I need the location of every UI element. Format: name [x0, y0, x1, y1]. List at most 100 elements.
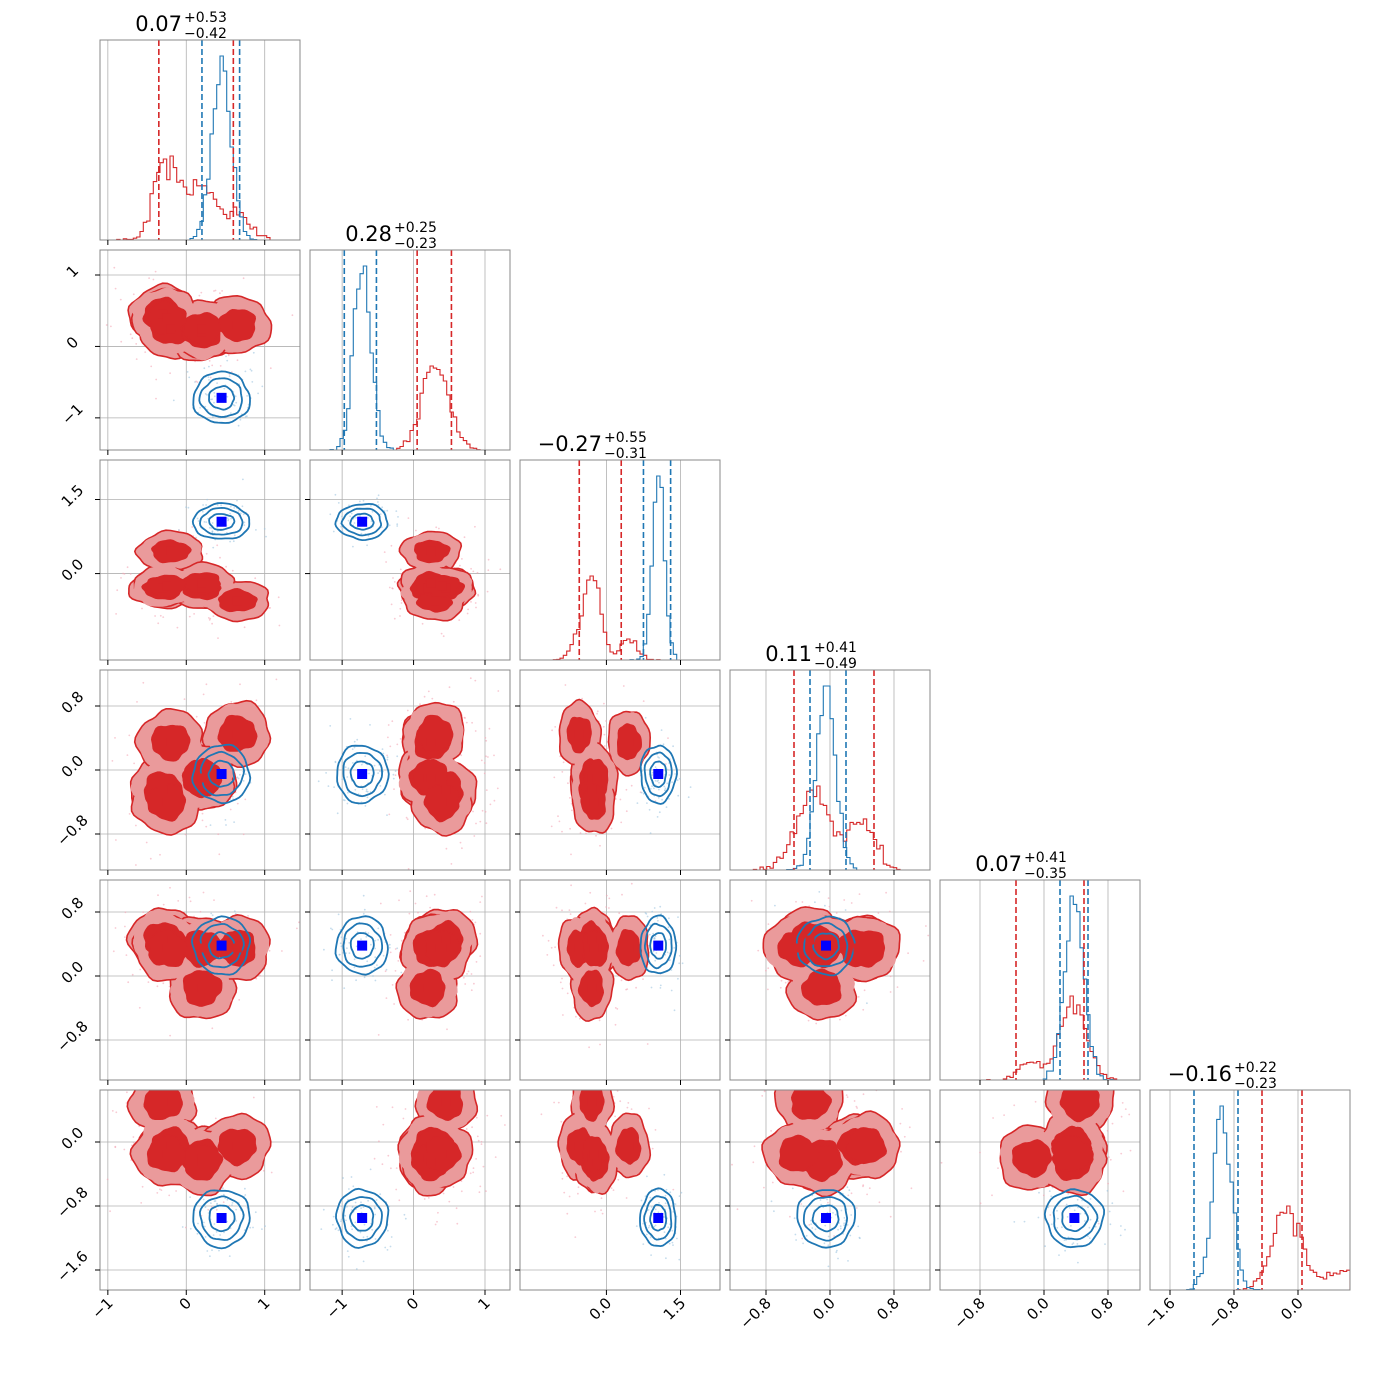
mode-marker-red: [197, 583, 207, 593]
blue-contours: [639, 744, 678, 805]
panel-5-5: −0.16 +0.22−0.23 −1.6 −0.8 0.0: [1140, 1060, 1351, 1333]
mode-marker-blue: [216, 940, 227, 951]
mode-marker-blue: [1069, 1213, 1080, 1223]
mode-marker-red: [817, 1157, 827, 1167]
blue-contours: [191, 502, 251, 540]
mode-marker-blue: [216, 769, 227, 779]
panel-4-3: [725, 879, 931, 1085]
blue-contours: [336, 744, 390, 805]
mode-marker-red: [232, 729, 242, 739]
mode-marker-red: [158, 785, 168, 795]
panel-3-1: [305, 669, 511, 875]
mode-marker-red: [793, 943, 803, 953]
mode-marker-red: [426, 1157, 436, 1167]
panel-title-plus: +0.41: [1024, 850, 1067, 866]
mode-marker-red: [423, 583, 433, 593]
x-tick-label: 0: [176, 1294, 195, 1313]
y-tick-label: 0.8: [58, 688, 88, 718]
panel-3-2: [515, 669, 721, 875]
panel-frame: [939, 1089, 1141, 1291]
x-tick-label: −1.6: [1140, 1294, 1178, 1332]
panel-2-2: −0.27 +0.55−0.31: [519, 430, 721, 665]
histogram-red: [1150, 1205, 1350, 1290]
mode-marker-red: [166, 546, 176, 556]
panel-5-2: 0.0 1.5: [515, 1089, 721, 1324]
mode-marker-red: [426, 943, 436, 953]
blue-contours: [335, 1187, 390, 1249]
mode-marker-red: [589, 1149, 599, 1159]
blue-contours: [334, 915, 389, 976]
x-tick-label: 0.8: [1087, 1294, 1117, 1324]
mode-marker-red: [574, 943, 584, 953]
mode-marker-red: [166, 737, 176, 747]
x-tick-label: −0.8: [950, 1294, 988, 1332]
x-tick-label: 0.0: [1023, 1294, 1053, 1324]
mode-marker-red: [162, 797, 172, 807]
mode-marker-red: [166, 1141, 176, 1151]
panel-title-plus: +0.25: [394, 220, 437, 236]
mode-marker-blue: [216, 516, 227, 527]
panel-frame: [99, 1089, 301, 1291]
mode-marker-red: [861, 943, 871, 953]
mode-marker-red: [1067, 1141, 1077, 1151]
mode-marker-red: [162, 581, 172, 591]
x-tick-label: 0: [403, 1294, 422, 1313]
x-tick-label: 0.0: [1277, 1294, 1307, 1324]
y-tick-label: 0.0: [58, 555, 88, 585]
y-tick-label: −0.8: [53, 1017, 91, 1055]
mode-marker-blue: [653, 940, 664, 951]
x-tick-label: −1: [323, 1294, 351, 1322]
panel-4-2: [515, 879, 721, 1085]
mode-marker-red: [587, 983, 597, 993]
histogram-blue: [520, 475, 720, 660]
panel-5-0: 0.0 −0.8 −1.6 −1 0 1: [53, 1089, 301, 1322]
histogram-blue: [940, 895, 1140, 1080]
mode-marker-red: [441, 785, 451, 795]
mode-marker-red: [587, 785, 597, 795]
mode-marker-red: [1067, 1157, 1077, 1167]
panel-2-0: 1.5 0.0: [58, 459, 301, 665]
panel-4-0: 0.8 0.0 −0.8: [53, 879, 301, 1085]
mode-marker-blue: [357, 1213, 368, 1223]
mode-marker-red: [437, 797, 447, 807]
mode-marker-red: [1067, 1149, 1077, 1159]
y-tick-label: 1.5: [58, 481, 88, 511]
blue-contours: [796, 1189, 857, 1249]
panel-frame: [1149, 1089, 1351, 1291]
panel-2-1: [305, 459, 511, 665]
mode-marker-red: [158, 935, 168, 945]
mode-marker-red: [426, 578, 436, 588]
mode-marker-red: [805, 1097, 815, 1107]
x-tick-label: 0.0: [809, 1294, 839, 1324]
blue-contours: [334, 502, 389, 542]
panel-title-median: 0.28: [345, 222, 392, 246]
panel-1-0: 1 0 −1: [58, 249, 301, 455]
red-contour-inner: [143, 922, 256, 1007]
panel-frame: [99, 39, 301, 241]
mode-marker-red: [162, 1149, 172, 1159]
mode-marker-red: [817, 983, 827, 993]
mode-marker-blue: [357, 940, 368, 951]
mode-marker-red: [430, 729, 440, 739]
x-tick-label: 0.8: [873, 1294, 903, 1324]
mode-marker-red: [430, 596, 440, 606]
mode-marker-red: [574, 1141, 584, 1151]
mode-marker-red: [589, 943, 599, 953]
histogram-blue: [310, 265, 510, 450]
mode-marker-blue: [357, 516, 368, 527]
mode-marker-red: [430, 1141, 440, 1151]
panel-5-4: −0.8 0.0 0.8: [935, 1089, 1141, 1333]
mode-marker-red: [232, 1141, 242, 1151]
mode-marker-red: [805, 935, 815, 945]
mode-marker-red: [426, 773, 436, 783]
panel-5-3: −0.8 0.0 0.8: [725, 1089, 931, 1333]
x-tick-label: 1: [254, 1294, 273, 1313]
x-tick-label: 0.0: [586, 1294, 616, 1324]
histogram-red: [730, 785, 930, 870]
panel-5-1: −1 0 1: [305, 1089, 511, 1322]
mode-marker-red: [624, 737, 634, 747]
mode-marker-red: [162, 943, 172, 953]
panel-3-3: 0.11 +0.41−0.49: [729, 640, 931, 875]
mode-marker-red: [166, 324, 176, 334]
mode-marker-red: [197, 578, 207, 588]
